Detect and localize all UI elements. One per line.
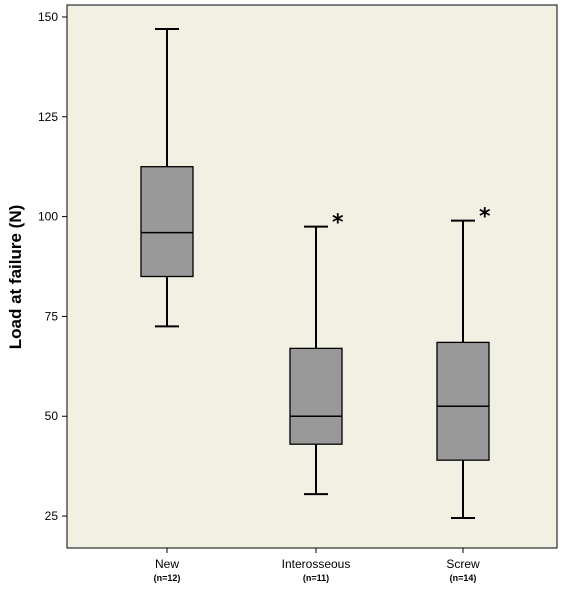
- y-axis-title: Load at failure (N): [6, 205, 25, 350]
- significance-asterisk: *: [332, 211, 344, 236]
- x-sample-size-label: (n=12): [154, 573, 181, 583]
- box-iqr: [289, 347, 343, 445]
- box-group-new: [140, 27, 194, 328]
- y-tick-label: 150: [38, 10, 58, 24]
- box-iqr: [436, 341, 490, 461]
- y-axis: 25 50 75 100 125 150: [38, 10, 67, 523]
- y-tick-label: 50: [45, 409, 59, 423]
- box-group-interosseous: *: [289, 211, 344, 496]
- x-category-label: Interosseous: [282, 557, 351, 571]
- x-sample-size-label: (n=11): [303, 573, 329, 583]
- boxes: * *: [140, 27, 491, 520]
- x-category-label: New: [155, 557, 179, 571]
- x-axis: New (n=12) Interosseous (n=11) Screw (n=14): [154, 548, 480, 583]
- x-sample-size-label: (n=14): [450, 573, 477, 583]
- y-tick-label: 25: [45, 509, 59, 523]
- x-category-label: Screw: [446, 557, 480, 571]
- box-iqr: [140, 166, 194, 278]
- significance-asterisk: *: [479, 205, 491, 230]
- y-tick-label: 100: [38, 210, 58, 224]
- box-group-screw: *: [436, 205, 491, 520]
- y-tick-label: 125: [38, 110, 58, 124]
- y-tick-label: 75: [45, 309, 59, 323]
